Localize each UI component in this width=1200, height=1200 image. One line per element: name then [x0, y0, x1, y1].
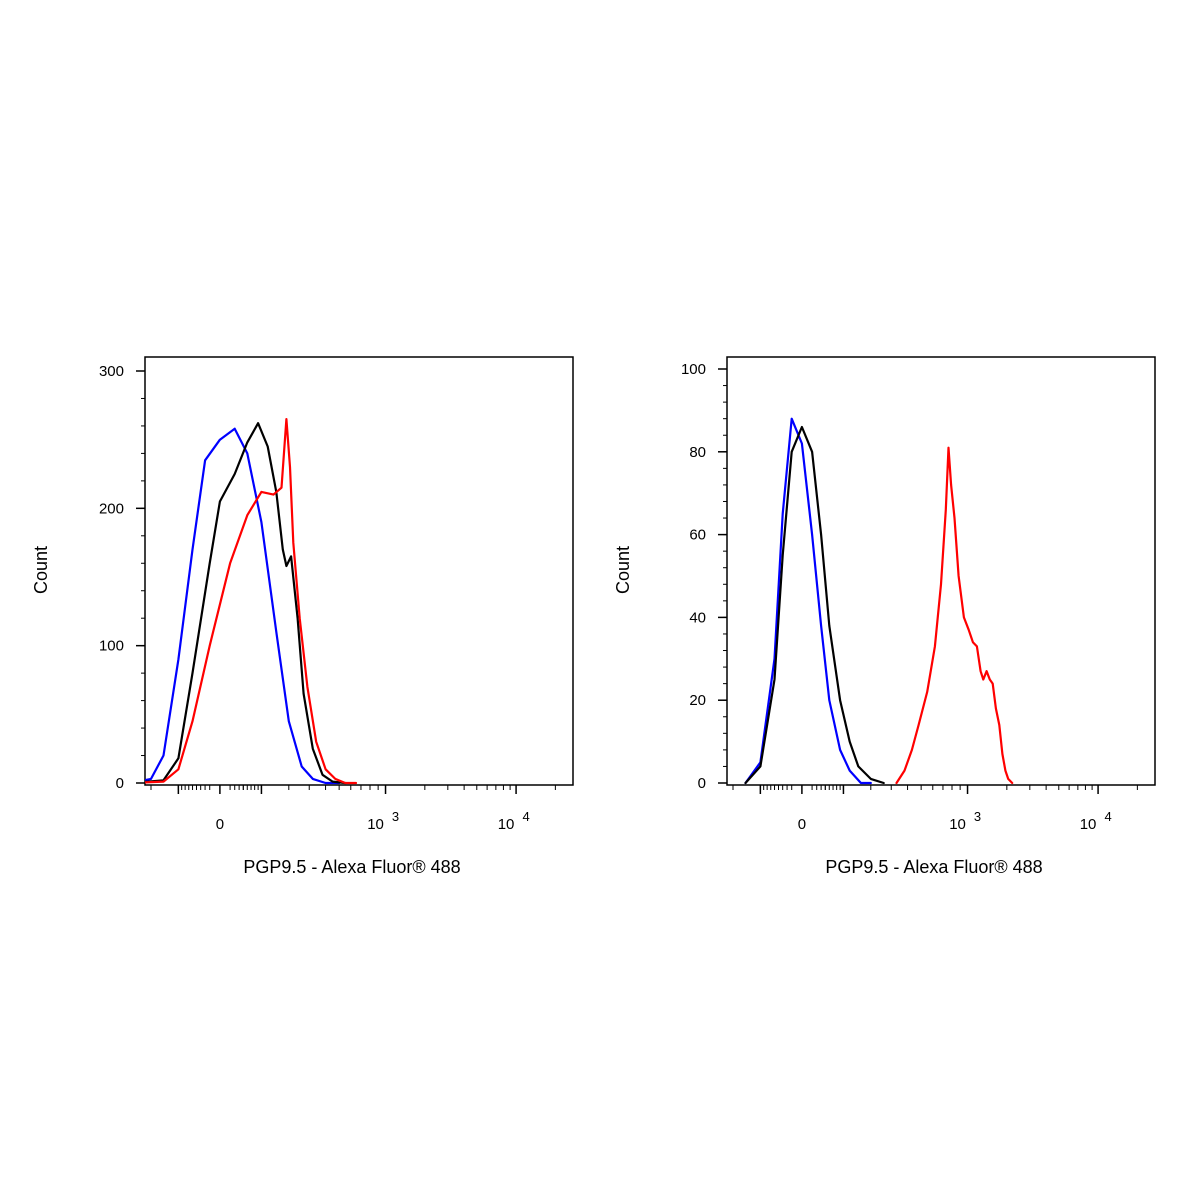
y-tick-label: 200 [99, 500, 124, 517]
x-tick-label: 10 [367, 816, 384, 833]
x-tick-label: 10 [949, 816, 966, 833]
y-tick-label: 300 [99, 363, 124, 380]
y-tick-label: 0 [698, 775, 706, 792]
histogram-series-1 [145, 422, 347, 785]
series-group [744, 417, 1014, 785]
series-group [145, 418, 358, 785]
x-tick-label: 0 [216, 816, 224, 833]
y-tick-label: 100 [681, 361, 706, 378]
y-axis-title: Count [31, 546, 51, 594]
plot-frame [726, 356, 1156, 786]
plot-frame [144, 356, 574, 786]
histogram-series-2 [895, 446, 1014, 785]
x-tick-label: 0 [798, 816, 806, 833]
y-tick-label: 100 [99, 638, 124, 655]
y-tick-label: 40 [689, 609, 706, 626]
histogram-series-1 [744, 425, 885, 785]
histogram-series-2 [145, 418, 358, 785]
x-axis-title: PGP9.5 - Alexa Fluor® 488 [825, 857, 1042, 877]
y-tick-label: 60 [689, 527, 706, 544]
x-tick-exponent: 4 [1104, 809, 1111, 824]
y-axis-title: Count [613, 546, 633, 594]
y-tick-label: 0 [116, 775, 124, 792]
y-tick-label: 20 [689, 692, 706, 709]
x-tick-exponent: 3 [392, 809, 399, 824]
x-axis-title: PGP9.5 - Alexa Fluor® 488 [243, 857, 460, 877]
histogram-series-0 [145, 427, 341, 785]
histogram-panel-left: 0 100 200 300 0 10 3 10 4 PGP9.5 - Alexa Fluor® 4… [31, 356, 574, 877]
x-tick-exponent: 4 [522, 809, 529, 824]
x-tick-label: 10 [1080, 816, 1097, 833]
x-tick-label: 10 [498, 816, 515, 833]
histogram-panel-right: 0 20 40 60 80 100 0 10 3 10 4 PGP9.5 - Alexa Fluor®… [613, 356, 1156, 877]
histogram-series-0 [744, 417, 872, 785]
y-tick-label: 80 [689, 444, 706, 461]
x-tick-exponent: 3 [974, 809, 981, 824]
